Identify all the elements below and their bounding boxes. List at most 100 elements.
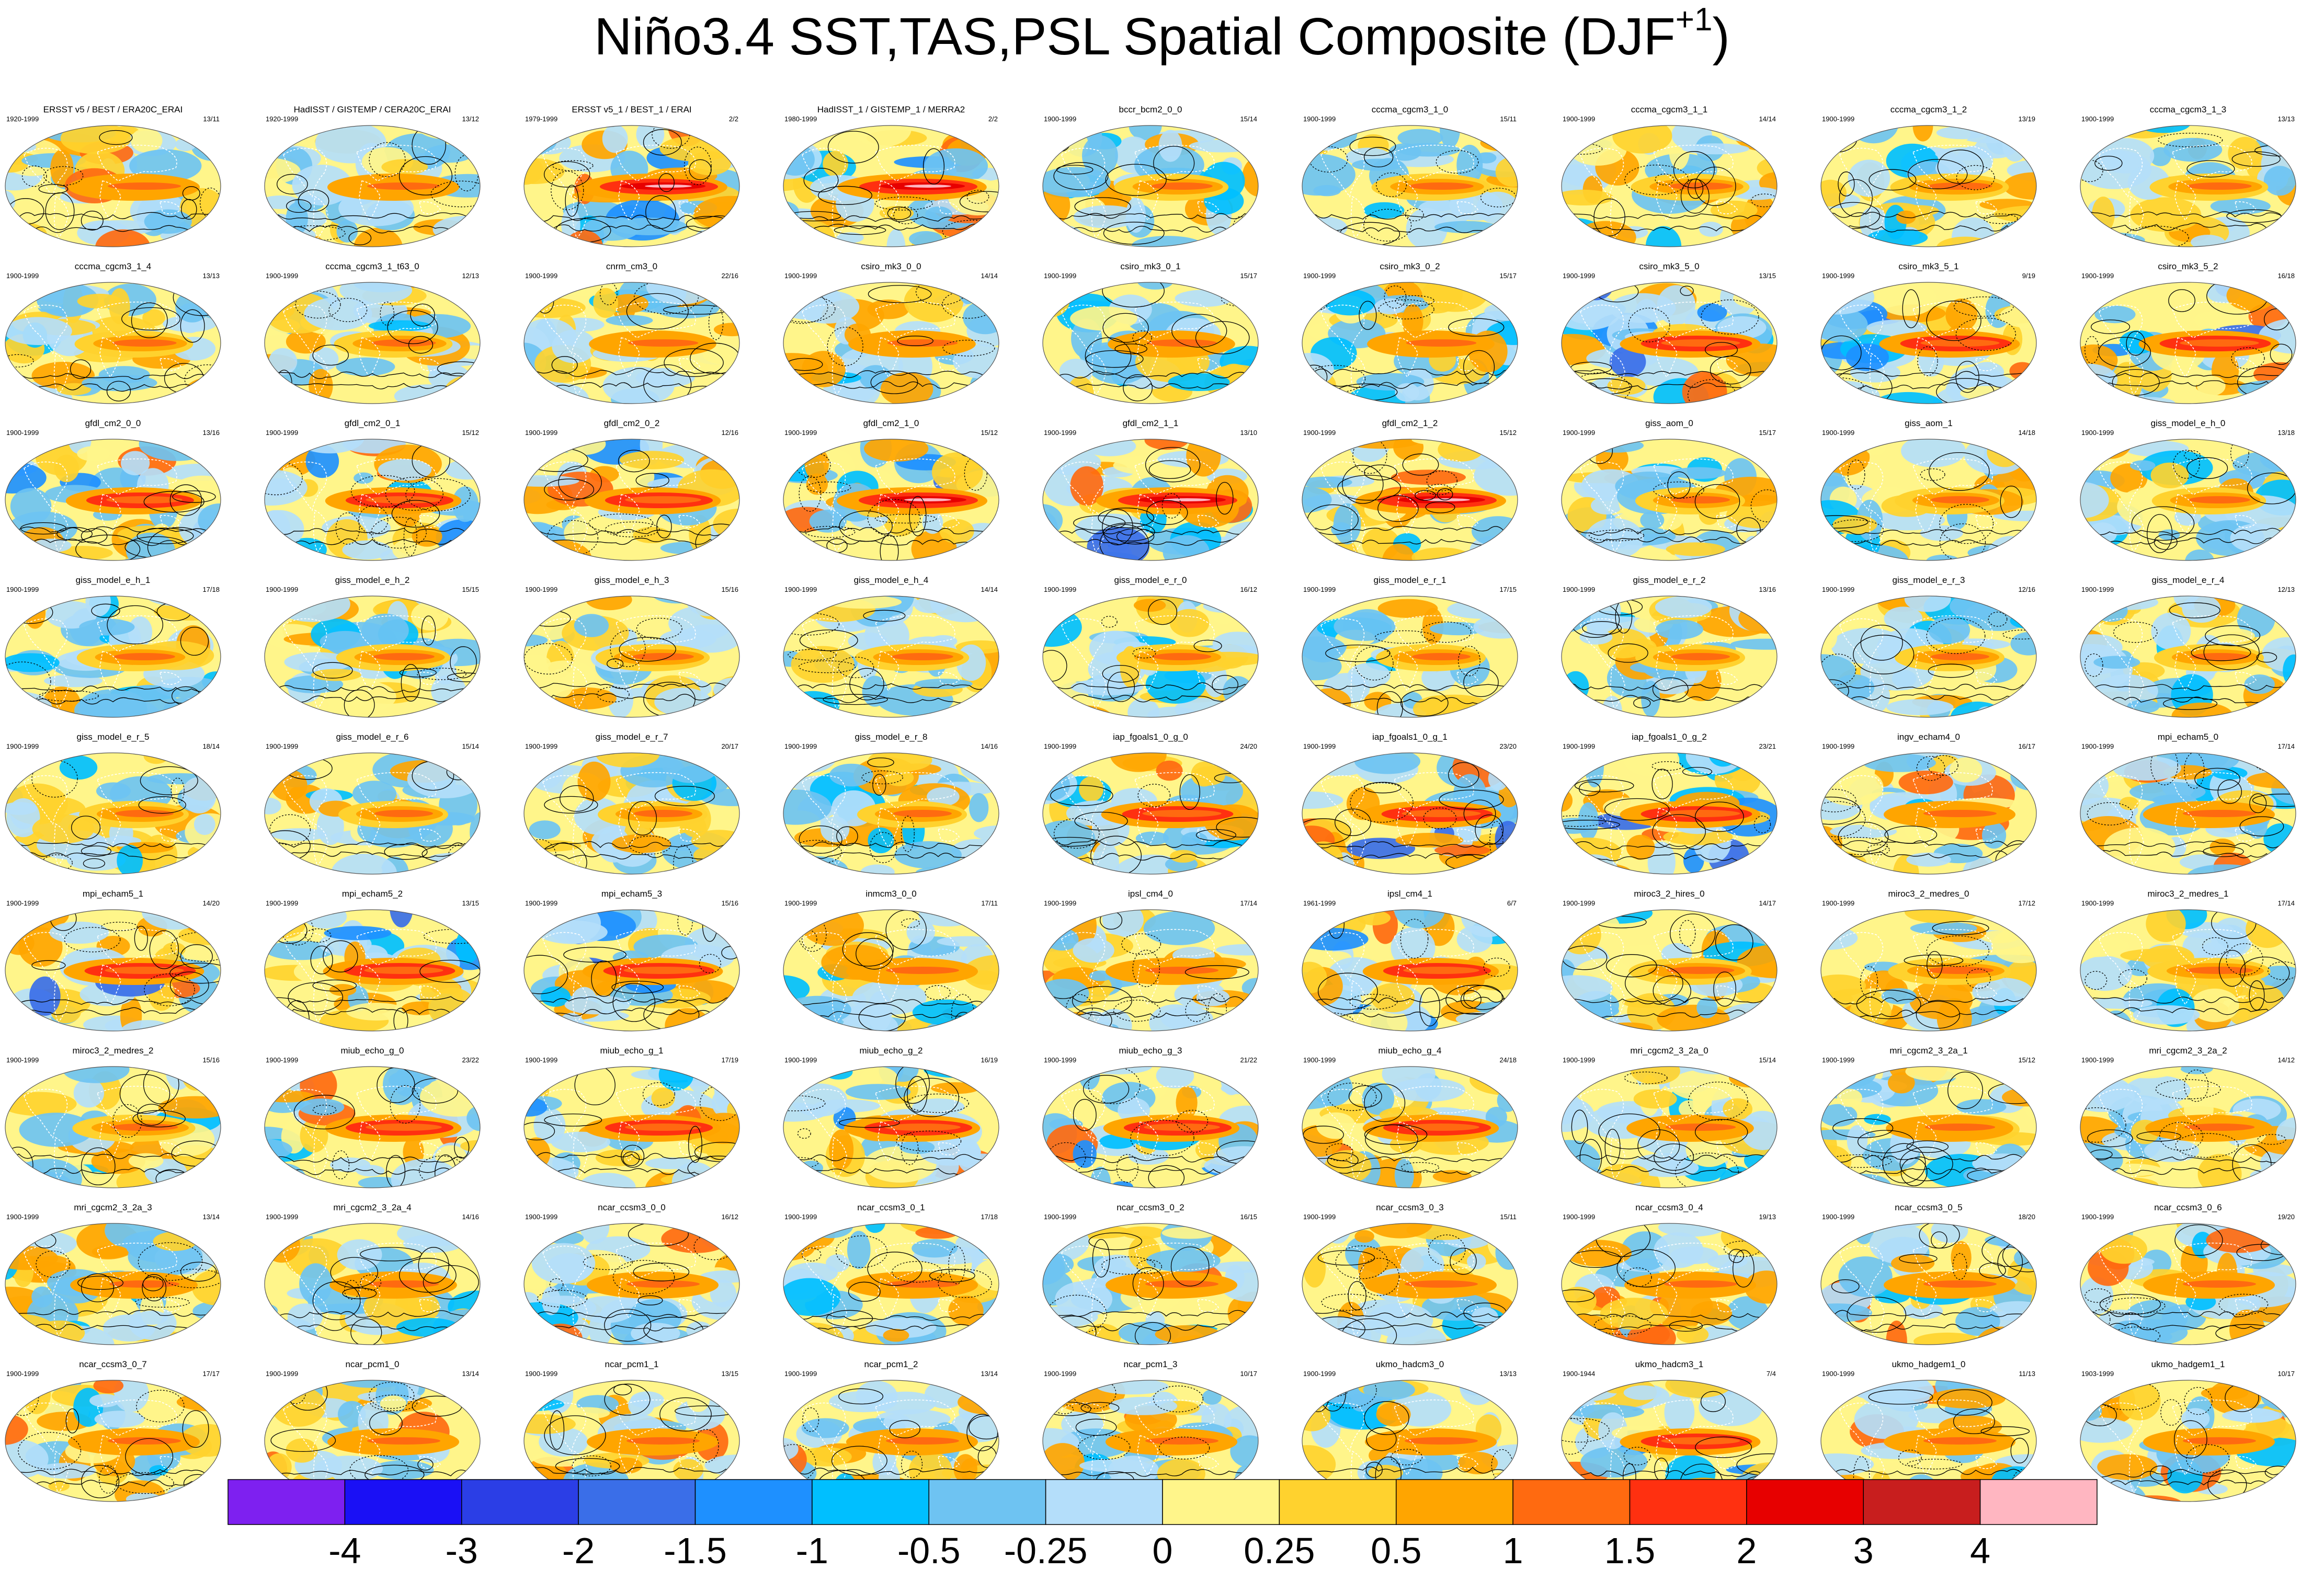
map-panel: giss_model_e_h_1 1900-1999 17/18 xyxy=(3,570,223,721)
panel-event-count: 13/15 xyxy=(462,899,479,907)
panel-event-count: 17/11 xyxy=(981,899,998,907)
panel-event-count: 12/13 xyxy=(462,272,479,280)
map-panel: ukmo_hadgem1_0 1900-1999 11/13 xyxy=(1819,1354,2038,1506)
panel-period: 1900-1999 xyxy=(1303,429,1336,437)
composite-map xyxy=(1561,125,1778,247)
map-panel: ncar_ccsm3_0_4 1900-1999 19/13 xyxy=(1559,1197,1779,1349)
map-panel: giss_model_e_r_2 1900-1999 13/16 xyxy=(1559,570,1779,721)
panel-title: giss_aom_0 xyxy=(1645,418,1693,428)
panel-period: 1900-1999 xyxy=(1044,1370,1077,1378)
panel-title: mri_cgcm2_3_2a_4 xyxy=(333,1202,412,1212)
composite-map xyxy=(264,909,481,1032)
map-panel: gfdl_cm2_0_2 1900-1999 12/16 xyxy=(522,413,742,565)
panel-title: gfdl_cm2_1_2 xyxy=(1382,418,1438,428)
panel-event-count: 18/14 xyxy=(202,742,220,750)
panel-event-count: 17/17 xyxy=(202,1370,220,1378)
map-panel: miub_echo_g_3 1900-1999 21/22 xyxy=(1041,1040,1260,1192)
map-panel: giss_model_e_r_8 1900-1999 14/16 xyxy=(781,727,1001,878)
panel-title: cccma_cgcm3_1_1 xyxy=(1631,105,1708,114)
panel-title: cccma_cgcm3_1_2 xyxy=(1890,105,1967,114)
composite-map xyxy=(783,752,999,875)
panel-title: giss_model_e_r_1 xyxy=(1373,575,1446,585)
map-panel: csiro_mk3_0_0 1900-1999 14/14 xyxy=(781,256,1001,408)
map-panel: mri_cgcm2_3_2a_3 1900-1999 13/14 xyxy=(3,1197,223,1349)
composite-map xyxy=(5,282,221,404)
panel-period: 1900-1999 xyxy=(784,742,817,750)
panel-period: 1920-1999 xyxy=(266,115,299,123)
panel-event-count: 23/21 xyxy=(1759,742,1776,750)
panel-title: giss_model_e_r_5 xyxy=(76,732,150,742)
colorbar-tick-label: 3 xyxy=(1853,1530,1874,1570)
panel-title: ncar_ccsm3_0_6 xyxy=(2154,1202,2222,1212)
panel-period: 1900-1999 xyxy=(784,899,817,907)
panel-title: cccma_cgcm3_1_4 xyxy=(74,261,152,271)
map-panel: cccma_cgcm3_1_2 1900-1999 13/19 xyxy=(1819,99,2038,251)
map-panel: miroc3_2_medres_2 1900-1999 15/16 xyxy=(3,1040,223,1192)
panel-period: 1900-1999 xyxy=(2081,429,2114,437)
composite-map xyxy=(264,125,481,247)
figure-title: Niño3.4 SST,TAS,PSL Spatial Composite (D… xyxy=(594,2,1730,66)
panel-event-count: 15/11 xyxy=(1500,1213,1517,1221)
panel-title: miub_echo_g_0 xyxy=(340,1046,404,1056)
composite-map xyxy=(1561,909,1778,1032)
panel-title: ERSST v5 / BEST / ERA20C_ERAI xyxy=(43,105,183,114)
panel-event-count: 17/14 xyxy=(2277,742,2295,750)
panel-event-count: 2/2 xyxy=(988,115,998,123)
composite-map xyxy=(1302,282,1518,404)
composite-map xyxy=(1302,1380,1518,1502)
panel-title: giss_model_e_h_0 xyxy=(2150,418,2226,428)
panel-title: mri_cgcm2_3_2a_1 xyxy=(1889,1046,1968,1056)
map-panel: giss_model_e_r_4 1900-1999 12/13 xyxy=(2078,570,2298,721)
panel-title: csiro_mk3_5_0 xyxy=(1639,261,1700,271)
panel-title: csiro_mk3_0_1 xyxy=(1120,261,1181,271)
map-panel: ncar_ccsm3_0_2 1900-1999 16/15 xyxy=(1041,1197,1260,1349)
map-panel: giss_model_e_r_0 1900-1999 16/12 xyxy=(1041,570,1260,721)
panel-title: miroc3_2_medres_0 xyxy=(1888,889,1969,899)
panel-period: 1900-1999 xyxy=(525,1056,558,1064)
panel-period: 1900-1999 xyxy=(2081,742,2114,750)
panel-period: 1900-1999 xyxy=(1822,1370,1855,1378)
colorbar-tick-label: -1 xyxy=(796,1530,828,1570)
composite-map xyxy=(264,752,481,875)
map-panel: ncar_ccsm3_0_0 1900-1999 16/12 xyxy=(522,1197,742,1349)
map-panel: iap_fgoals1_0_g_0 1900-1999 24/20 xyxy=(1041,727,1260,878)
panel-title: cccma_cgcm3_1_t63_0 xyxy=(325,261,419,271)
panel-event-count: 12/16 xyxy=(721,429,738,437)
panel-title: ukmo_hadcm3_1 xyxy=(1635,1359,1704,1369)
panel-title: miub_echo_g_2 xyxy=(859,1046,923,1056)
map-panel: ncar_pcm1_2 1900-1999 13/14 xyxy=(781,1354,1001,1506)
panel-period: 1900-1999 xyxy=(525,899,558,907)
panel-period: 1900-1999 xyxy=(266,1370,299,1378)
panel-title: giss_model_e_r_8 xyxy=(855,732,928,742)
panel-event-count: 15/17 xyxy=(1499,272,1517,280)
composite-map xyxy=(1561,595,1778,718)
panel-period: 1900-1999 xyxy=(1822,115,1855,123)
panel-period: 1900-1999 xyxy=(6,742,39,750)
panel-period: 1900-1999 xyxy=(1303,115,1336,123)
composite-map xyxy=(1561,282,1778,404)
map-panel: giss_aom_0 1900-1999 15/17 xyxy=(1559,413,1779,565)
panel-title: ukmo_hadgem1_1 xyxy=(2151,1359,2225,1369)
composite-map xyxy=(1302,1223,1518,1345)
panel-event-count: 14/18 xyxy=(2018,429,2035,437)
composite-map xyxy=(1042,909,1259,1032)
panel-period: 1900-1999 xyxy=(525,586,558,593)
panel-period: 1900-1999 xyxy=(6,1370,39,1378)
panel-title: ncar_ccsm3_0_4 xyxy=(1635,1202,1703,1212)
composite-map xyxy=(523,1223,740,1345)
map-panel: ukmo_hadcm3_1 1900-1944 7/4 xyxy=(1559,1354,1779,1506)
colorbar-tick-label: -0.5 xyxy=(897,1530,961,1570)
panel-period: 1900-1999 xyxy=(1303,742,1336,750)
colorbar-tick-label: -2 xyxy=(562,1530,595,1570)
panel-title: iap_fgoals1_0_g_1 xyxy=(1372,732,1448,742)
panel-title: inmcm3_0_0 xyxy=(865,889,917,899)
composite-map xyxy=(1042,595,1259,718)
map-panel: gfdl_cm2_0_1 1900-1999 15/12 xyxy=(263,413,482,565)
map-panel: ncar_ccsm3_0_3 1900-1999 15/11 xyxy=(1300,1197,1520,1349)
panel-period: 1900-1999 xyxy=(784,586,817,593)
composite-map xyxy=(1561,752,1778,875)
panel-event-count: 16/19 xyxy=(981,1056,998,1064)
map-panel-grid: ERSST v5 / BEST / ERA20C_ERAI 1920-1999 13… xyxy=(3,99,2298,1502)
panel-title: ukmo_hadcm3_0 xyxy=(1375,1359,1444,1369)
panel-period: 1900-1999 xyxy=(266,742,299,750)
